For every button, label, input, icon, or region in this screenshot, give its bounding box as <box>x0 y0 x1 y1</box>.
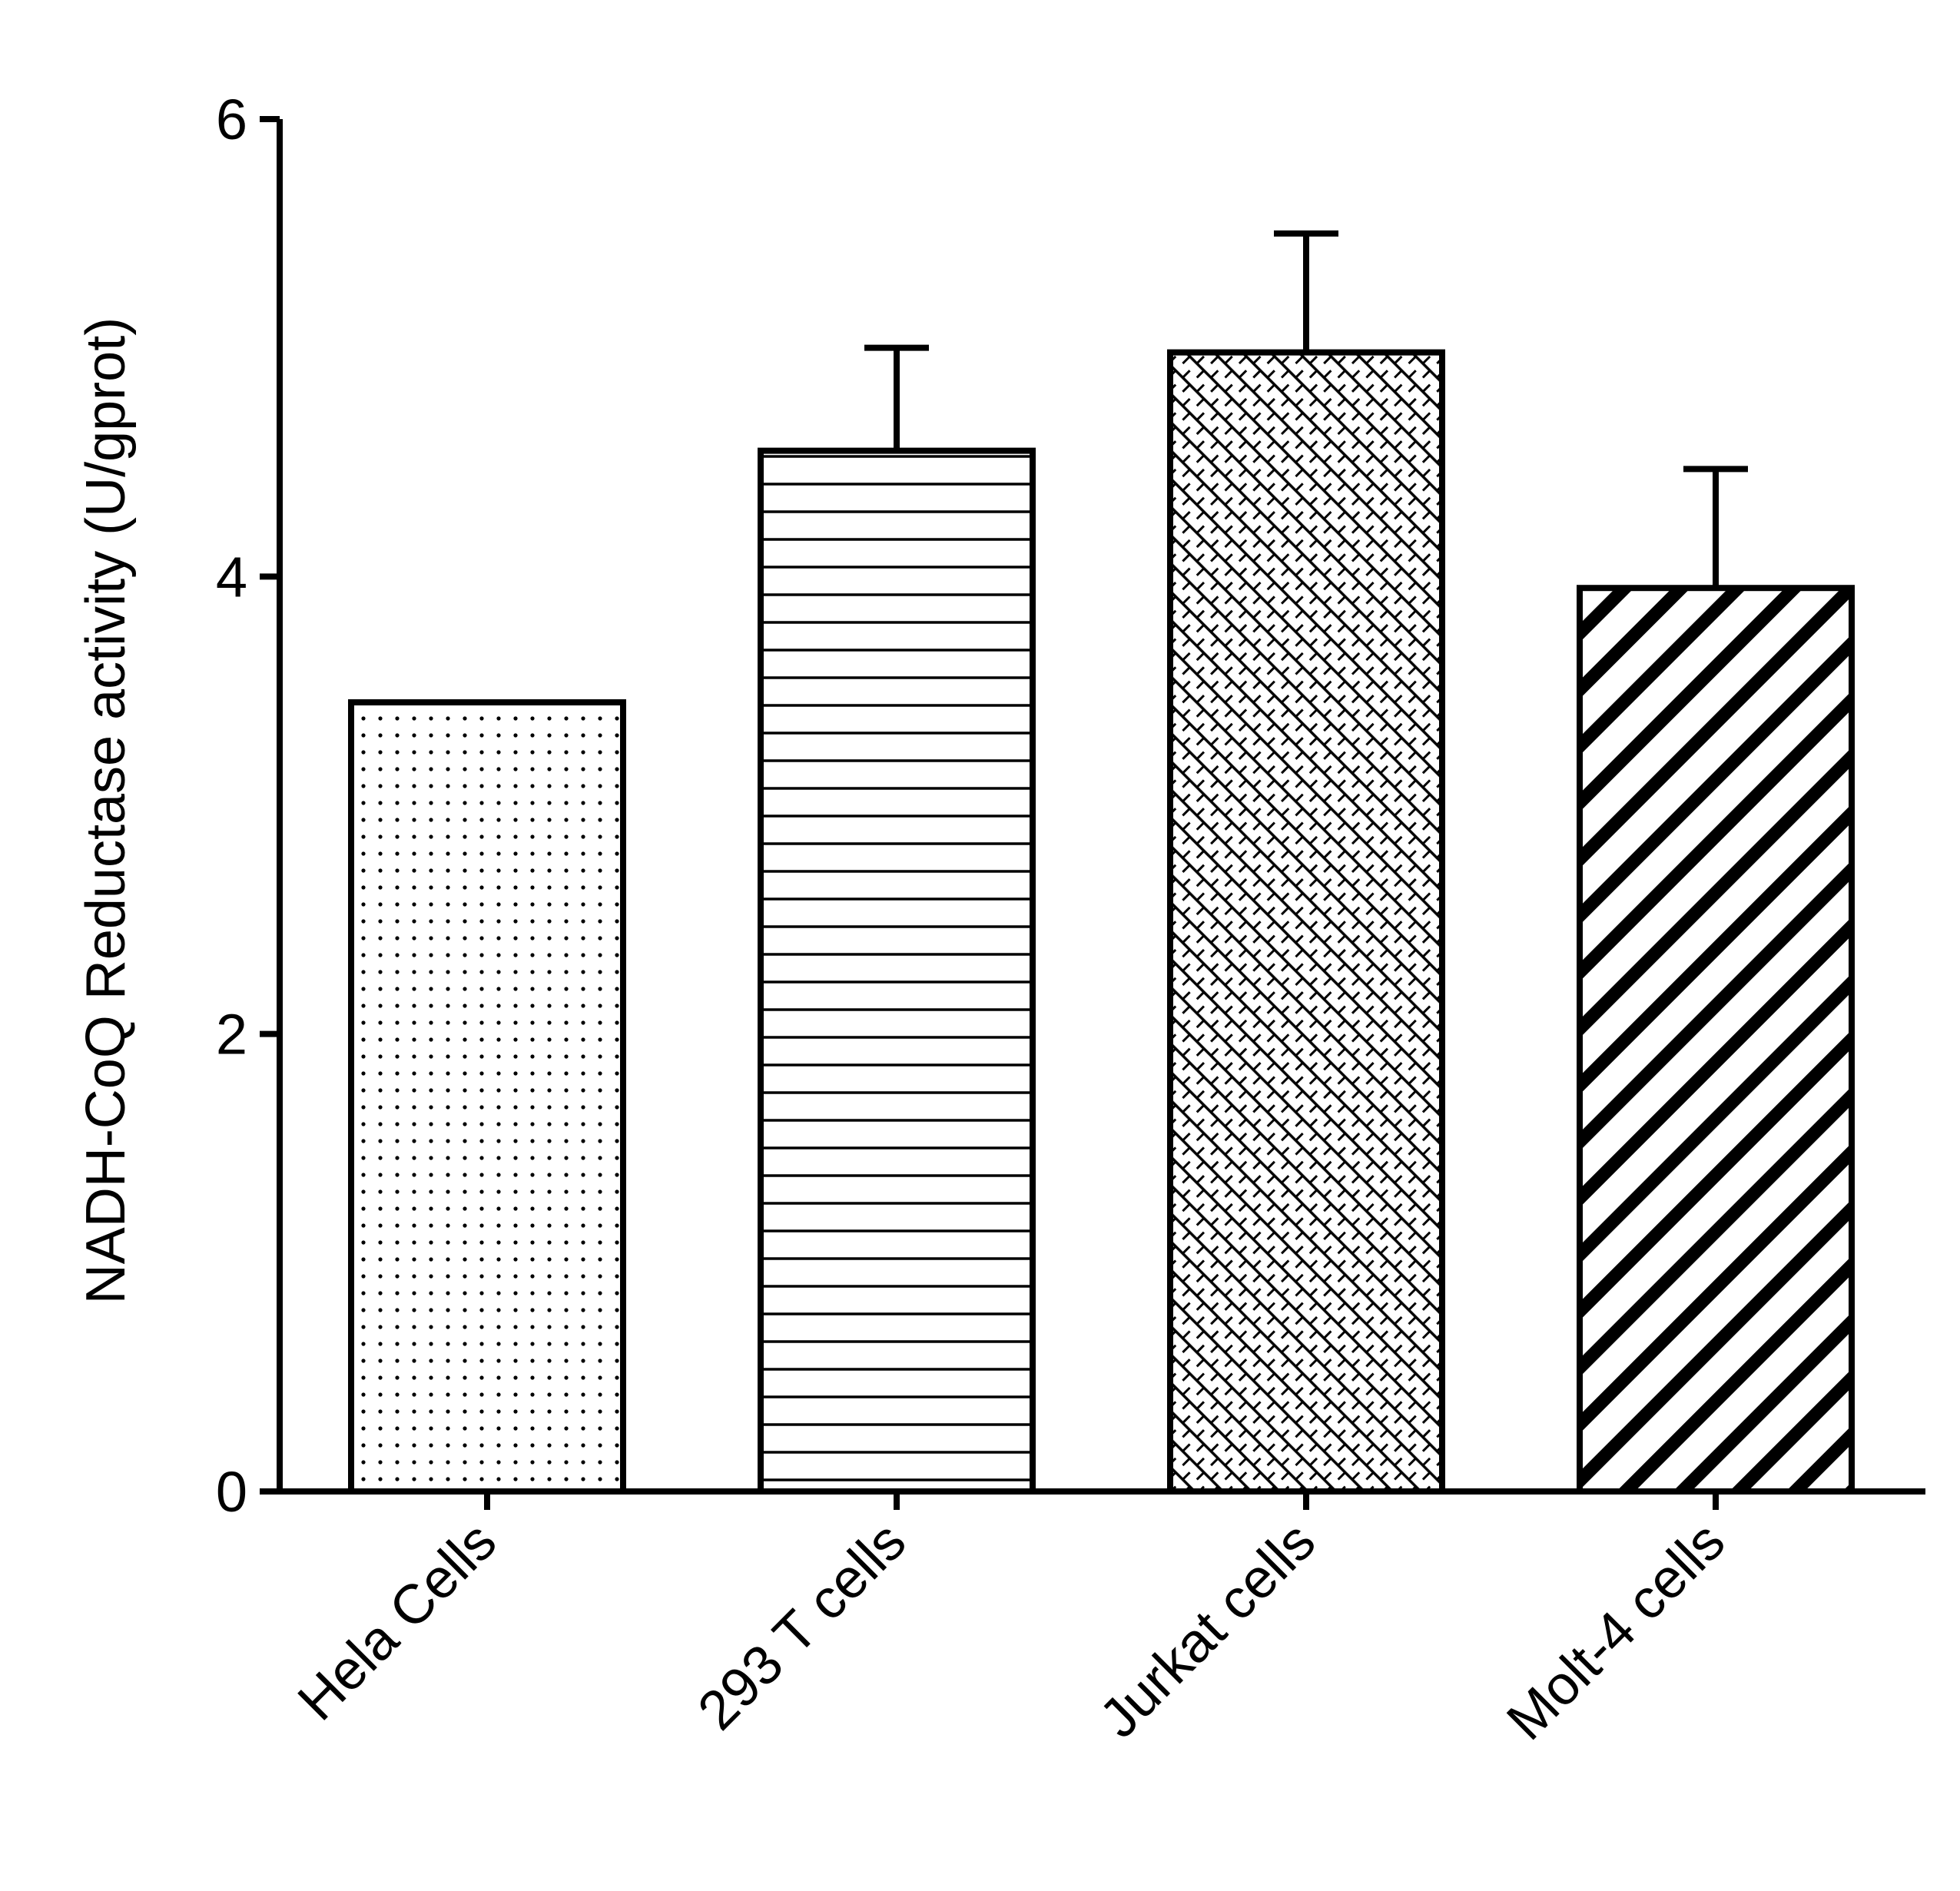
bar <box>1577 585 1855 1495</box>
y-tick-label: 6 <box>216 88 247 151</box>
y-tick-label: 0 <box>216 1460 247 1524</box>
bars <box>348 349 1855 1495</box>
error-bars <box>864 230 1748 589</box>
bar <box>1167 349 1445 1495</box>
x-axis-ticks: Hela Cells 293 T cells Jurkat cells Molt-4 … <box>287 1491 1736 1752</box>
y-axis-label: NADH-CoQ Reductase activity (U/gprot) <box>75 317 137 1304</box>
x-tick-label: Molt-4 cells <box>1495 1511 1736 1752</box>
bar <box>348 699 626 1495</box>
y-tick-label: 4 <box>216 545 247 609</box>
bar <box>758 447 1036 1495</box>
y-axis-ticks: 0 2 4 6 <box>216 88 280 1524</box>
y-tick-label: 2 <box>216 1003 247 1067</box>
x-tick-label: 293 T cells <box>686 1511 917 1742</box>
x-tick-label: Jurkat cells <box>1088 1511 1327 1750</box>
x-tick-label: Hela Cells <box>287 1511 509 1733</box>
